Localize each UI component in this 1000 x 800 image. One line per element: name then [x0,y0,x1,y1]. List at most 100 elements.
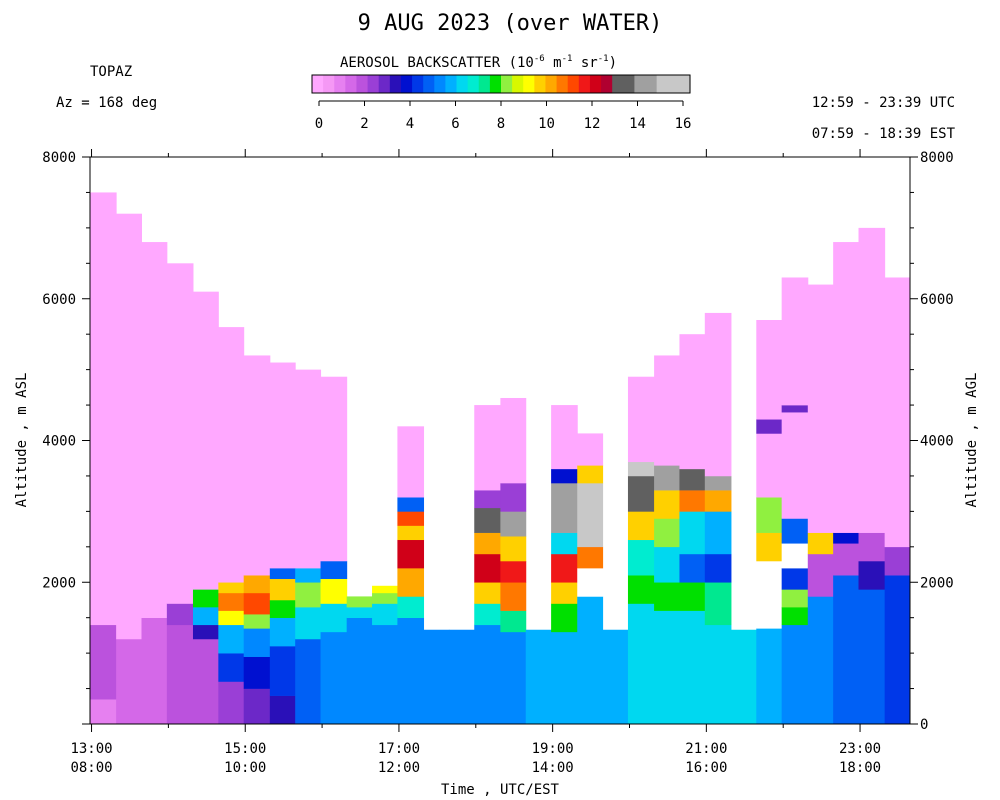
heatmap-cell [679,490,706,512]
colorbar-swatch [389,75,402,93]
colorbar-swatch [678,75,691,93]
heatmap-cell [166,624,194,725]
colorbar-swatch [545,75,558,93]
heatmap-cell [704,312,732,477]
heatmap-cell [295,568,322,583]
heatmap-cell [781,405,809,413]
colorbar-tick-label: 10 [538,116,555,132]
colorbar-swatch [656,75,669,93]
y-axis-label-left: Altitude , m ASL [14,373,30,508]
heatmap-cell [627,376,655,463]
colorbar-swatch [467,75,480,93]
x-tick-label-est: 18:00 [839,760,881,776]
colorbar-swatch [645,75,658,93]
heatmap-cell [397,525,425,541]
heatmap-cell [551,532,578,555]
heatmap-cell [704,511,732,555]
heatmap-cell [90,699,117,725]
colorbar-tick-label: 4 [406,116,414,132]
heatmap-cell [448,629,475,725]
heatmap-cell [397,497,425,512]
heatmap-cell [320,560,348,580]
heatmap-cell [577,596,604,725]
heatmap-cell [474,532,501,555]
heatmap-cell [781,543,809,569]
colorbar-swatch [423,75,435,93]
heatmap-cell [627,461,655,477]
y-tick-label-right: 8000 [920,150,954,166]
colorbar-swatch [567,75,580,93]
heatmap-cell [654,582,680,611]
heatmap-cell [166,263,194,604]
heatmap-cell [833,575,860,725]
colorbar-tick-label: 8 [497,116,505,132]
colorbar-swatch [634,75,647,93]
heatmap-cell [295,582,322,608]
heatmap-cell [397,596,425,618]
heatmap-cell [858,589,886,725]
heatmap-cell [756,497,783,533]
y-tick-label-right: 6000 [920,292,954,308]
colorbar-tick-label: 14 [629,116,646,132]
heatmap-cell [320,376,348,562]
heatmap-cell [192,291,219,590]
heatmap-cell [141,242,168,618]
colorbar-swatch [534,75,547,93]
heatmap-cell [474,405,501,491]
colorbar-swatch [512,75,524,93]
y-tick-label-left: 8000 [42,150,76,166]
heatmap-cell [500,631,527,725]
y-tick-label-right: 2000 [920,575,954,591]
heatmap-cell [372,624,398,725]
y-tick-label-left: 4000 [42,434,76,450]
colorbar-swatch [489,75,502,93]
azimuth-label: Az = 168 deg [56,95,157,111]
x-tick-label-est: 14:00 [532,760,574,776]
x-tick-label-est: 10:00 [224,760,266,776]
utc-range: 12:59 - 23:39 UTC [812,95,955,111]
heatmap-cell [474,603,501,626]
heatmap-cell [654,610,680,725]
heatmap-cell [243,592,271,615]
heatmap-cell [243,614,271,629]
heatmap-cell [474,553,501,583]
heatmap-cell [577,483,604,548]
heatmap-cell [756,320,783,420]
heatmap-cell [474,624,501,725]
x-tick-label-utc: 21:00 [685,741,727,757]
y-tick-label-left: 2000 [42,575,76,591]
heatmap-cell [243,628,271,657]
heatmap-cell [884,546,911,576]
heatmap-cell [218,610,245,626]
heatmap-cell [500,536,527,562]
heatmap-cell [218,327,245,583]
colorbar-swatch [400,75,413,93]
y-axis-label-right: Altitude , m AGL [964,373,980,508]
heatmap-cell [551,553,578,583]
heatmap-cell [372,603,398,626]
heatmap-cell [884,277,911,548]
x-axis-label: Time , UTC/EST [441,782,560,798]
heatmap-cell [627,575,655,604]
colorbar-swatch [601,75,613,93]
colorbar-swatch [456,75,469,93]
heatmap-cell [551,603,578,633]
heatmap-cell [116,213,142,640]
heatmap-cell [781,412,809,519]
heatmap-cell [756,433,783,498]
colorbar-tick-label: 12 [584,116,601,132]
colorbar-swatch [578,75,591,93]
heatmap-cell [90,624,117,700]
heatmap-cell [474,582,501,604]
heatmap-cell [756,560,783,629]
heatmap-cell [166,603,194,626]
heatmap-cell [627,539,655,576]
heatmap-cell [654,355,680,466]
est-range: 07:59 - 18:39 EST [812,126,956,142]
heatmap-cell [781,607,809,626]
x-tick-label-est: 08:00 [70,760,112,776]
heatmap-cell [858,532,886,562]
heatmap-cell [833,543,860,576]
heatmap-cell [704,553,732,583]
heatmap-cell [577,546,604,569]
